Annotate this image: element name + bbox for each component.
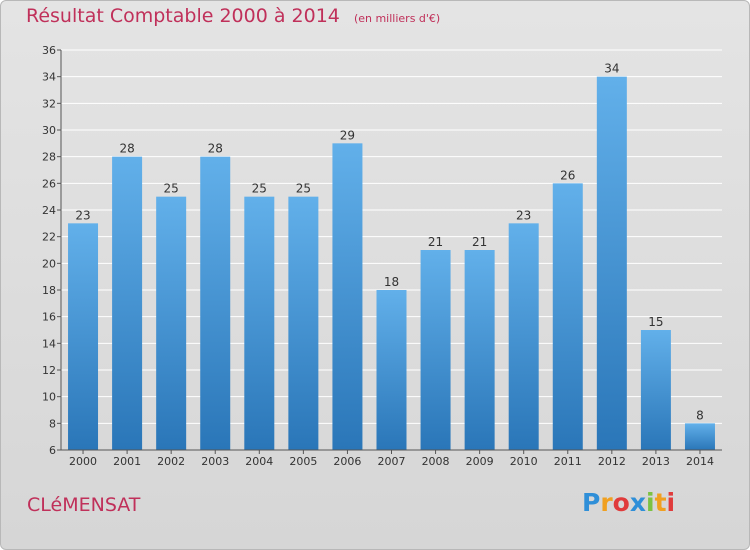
- x-tick-label: 2014: [686, 455, 714, 468]
- data-label: 25: [164, 182, 179, 196]
- x-tick-label: 2008: [422, 455, 450, 468]
- y-tick-label: 24: [42, 204, 56, 217]
- title-text: Résultat Comptable 2000 à 2014: [26, 5, 340, 27]
- bar: [420, 250, 451, 450]
- y-tick-label: 32: [42, 97, 56, 110]
- x-tick-label: 2003: [201, 455, 229, 468]
- data-label: 23: [75, 208, 90, 222]
- x-tick-label: 2012: [598, 455, 626, 468]
- bar: [640, 330, 671, 450]
- data-label: 28: [208, 142, 223, 156]
- bars-group: 23 28 25 28 25 25 29 18 21 21 23 26 34 15 8: [68, 62, 715, 451]
- bar: [200, 156, 231, 450]
- logo-letter: r: [600, 488, 613, 517]
- data-label: 26: [560, 168, 575, 182]
- bar: [552, 183, 583, 451]
- bar: [68, 223, 99, 450]
- logo-letter: o: [612, 488, 630, 517]
- x-tick-label: 2010: [510, 455, 538, 468]
- y-tick-label: 10: [42, 391, 56, 404]
- y-tick-label: 20: [42, 257, 56, 270]
- axes-group: 6 8 10 12 14 16 18 20 22 24 26 28 30 32 34 36 2000 2001 20…: [42, 44, 722, 468]
- data-label: 25: [252, 182, 267, 196]
- data-label: 28: [119, 142, 134, 156]
- y-tick-label: 6: [49, 444, 56, 457]
- x-tick-label: 2004: [245, 455, 273, 468]
- y-tick-label: 22: [42, 231, 56, 244]
- bar: [376, 290, 407, 450]
- bar: [156, 196, 187, 450]
- y-tick-label: 26: [42, 177, 56, 190]
- y-tick-label: 8: [49, 417, 56, 430]
- data-label: 18: [384, 275, 399, 289]
- data-label: 23: [516, 208, 531, 222]
- proxiti-logo: Proxiti: [582, 488, 675, 517]
- x-tick-label: 2013: [642, 455, 670, 468]
- y-tick-label: 12: [42, 364, 56, 377]
- data-label: 15: [648, 315, 663, 329]
- y-tick-label: 30: [42, 124, 56, 137]
- logo-letter: i: [666, 488, 676, 517]
- data-label: 21: [472, 235, 487, 249]
- y-tick-label: 34: [42, 71, 56, 84]
- x-tick-label: 2005: [289, 455, 317, 468]
- data-label: 8: [696, 408, 704, 422]
- unit-text: (en milliers d'€): [353, 12, 441, 25]
- bar: [464, 250, 495, 450]
- logo-letter: P: [582, 488, 601, 517]
- y-tick-label: 28: [42, 151, 56, 164]
- bar: [244, 196, 275, 450]
- x-tick-label: 2009: [466, 455, 494, 468]
- y-tick-label: 14: [42, 337, 56, 350]
- x-tick-label: 2001: [113, 455, 141, 468]
- y-tick-label: 36: [42, 44, 56, 57]
- data-label: 21: [428, 235, 443, 249]
- bar: [684, 423, 715, 450]
- logo-letter: i: [646, 488, 655, 517]
- bar: [288, 196, 319, 450]
- bar: [508, 223, 539, 450]
- bar: [596, 76, 627, 451]
- x-tick-label: 2007: [378, 455, 406, 468]
- logo-letter: x: [629, 488, 646, 517]
- chart-title: Résultat Comptable 2000 à 2014 (en milli…: [26, 5, 440, 27]
- x-tick-label: 2000: [69, 455, 97, 468]
- data-label: 29: [340, 128, 355, 142]
- x-tick-label: 2002: [157, 455, 185, 468]
- x-tick-label: 2011: [554, 455, 582, 468]
- logo-letter: t: [654, 488, 667, 517]
- bar: [112, 156, 143, 450]
- data-label: 25: [296, 182, 311, 196]
- x-tick-label: 2006: [333, 455, 361, 468]
- y-tick-label: 16: [42, 311, 56, 324]
- y-tick-label: 18: [42, 284, 56, 297]
- bar: [332, 143, 363, 451]
- data-label: 34: [604, 62, 619, 76]
- commune-name: CLéMENSAT: [27, 494, 141, 516]
